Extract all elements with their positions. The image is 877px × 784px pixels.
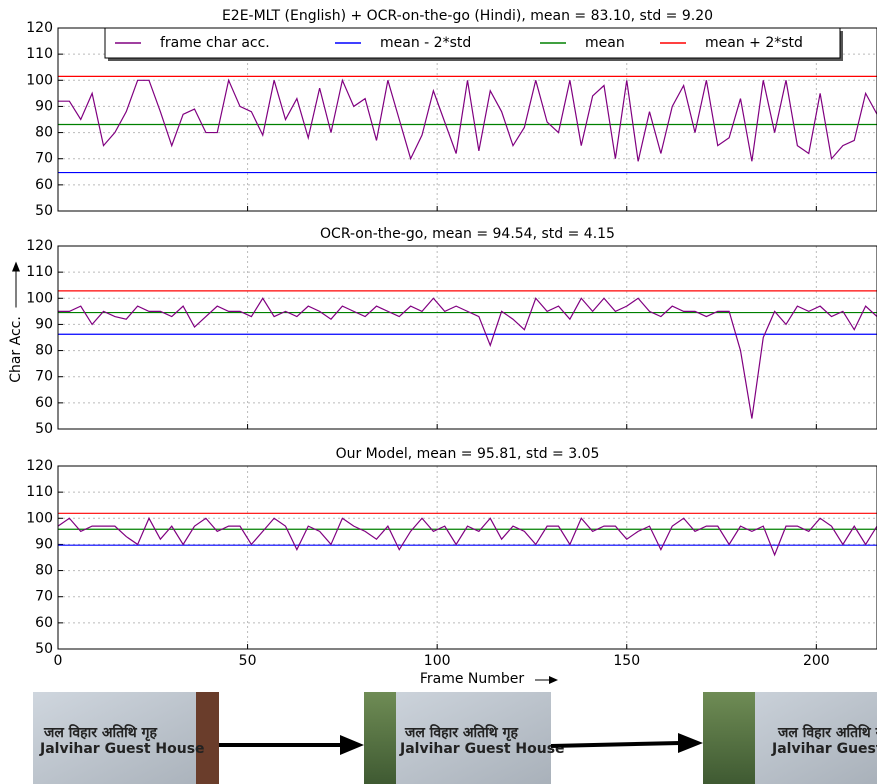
y-axis-label: Char Acc. [8,316,24,383]
sign-english: Jalvihar Guest House [771,741,877,757]
y-tick-label: 70 [35,151,53,167]
y-tick-label: 110 [26,264,53,280]
sign-hindi: जल विहार अतिथि गृह [404,724,518,742]
arrow [551,743,680,746]
x-tick-label: 150 [613,653,640,669]
y-tick-label: 120 [26,458,53,474]
legend-label: frame char acc. [160,35,270,51]
x-axis-arrow-head [549,676,558,684]
figure: E2E-MLT (English) + OCR-on-the-go (Hindi… [0,0,877,784]
y-tick-label: 100 [26,72,53,88]
y-tick-label: 100 [26,290,53,306]
photo: जल विहार अतिथि गृह Jalvihar Guest House [33,692,219,784]
data-line [58,80,877,161]
y-tick-label: 60 [35,395,53,411]
subplot: E2E-MLT (English) + OCR-on-the-go (Hindi… [26,8,877,219]
photo-strip: जल विहार अतिथि गृह Jalvihar Guest House … [33,692,877,784]
legend-label: mean + 2*std [705,35,803,51]
sign-hindi: जल विहार अतिथि गृह [777,724,877,742]
chart-title: E2E-MLT (English) + OCR-on-the-go (Hindi… [222,8,713,24]
y-tick-label: 60 [35,177,53,193]
arrow-head [340,735,364,755]
y-tick-label: 70 [35,369,53,385]
photo-tree [364,692,396,784]
y-tick-label: 120 [26,238,53,254]
photo-tree [703,692,755,784]
sign-english: Jalvihar Guest House [39,741,205,757]
y-tick-label: 110 [26,46,53,62]
y-tick-label: 90 [35,98,53,114]
y-tick-label: 110 [26,484,53,500]
y-tick-label: 90 [35,536,53,552]
data-line [58,298,877,418]
x-tick-label: 200 [803,653,830,669]
y-tick-label: 80 [35,563,53,579]
x-axis-label: Frame Number [420,671,525,687]
arrow-head [678,733,703,753]
legend-label: mean - 2*std [380,35,471,51]
y-tick-label: 70 [35,589,53,605]
y-tick-label: 50 [35,203,53,219]
y-tick-label: 60 [35,615,53,631]
x-tick-label: 100 [424,653,451,669]
y-tick-label: 50 [35,641,53,657]
photo: जल विहार अतिथि गृह Jalvihar Guest House [364,692,565,784]
y-tick-label: 100 [26,510,53,526]
plot-frame [58,466,877,649]
legend-label: mean [585,35,625,51]
x-tick-label: 50 [239,653,257,669]
chart-title: OCR-on-the-go, mean = 94.54, std = 4.15 [320,226,615,242]
y-tick-label: 50 [35,421,53,437]
sign-english: Jalvihar Guest House [399,741,565,757]
y-tick-label: 90 [35,316,53,332]
y-tick-label: 80 [35,343,53,359]
chart-title: Our Model, mean = 95.81, std = 3.05 [336,446,600,462]
y-axis-arrow-head [12,262,20,272]
subplot: Our Model, mean = 95.81, std = 3.05 50 60 7… [26,446,877,687]
photo-frame [196,692,219,784]
y-tick-label: 120 [26,20,53,36]
sign-hindi: जल विहार अतिथि गृह [43,724,157,742]
data-line [58,518,877,555]
photo: जल विहार अतिथि गृह Jalvihar Guest House [703,692,877,784]
subplot: OCR-on-the-go, mean = 94.54, std = 4.15 5… [8,226,877,437]
legend: frame char acc. mean - 2*std mean mean + 2*… [105,28,843,61]
x-tick-label: 0 [54,653,63,669]
y-tick-label: 80 [35,125,53,141]
